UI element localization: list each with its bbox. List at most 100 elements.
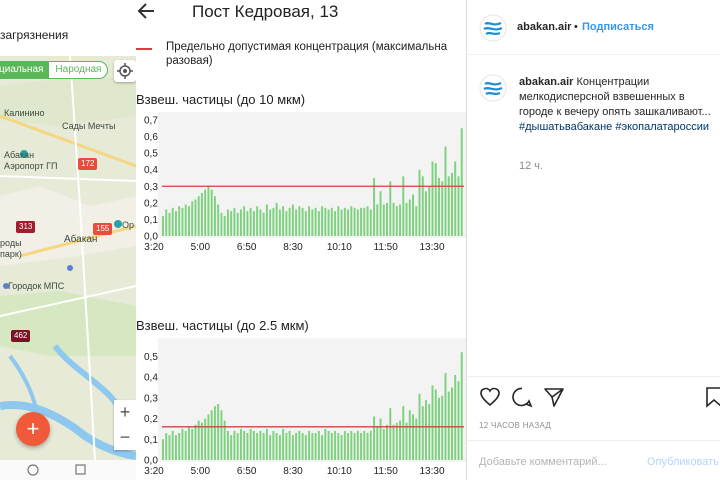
chart-bar — [239, 428, 242, 460]
chart-bar — [252, 211, 255, 236]
chart-bar — [243, 206, 246, 236]
chart-bar — [386, 424, 389, 460]
heart-icon[interactable] — [479, 386, 501, 408]
chart-bar — [304, 435, 307, 460]
follow-button[interactable]: Подписаться — [582, 21, 654, 33]
chart-bar — [204, 189, 207, 236]
chart-bar — [350, 206, 353, 236]
chart-bar — [421, 176, 424, 236]
chart-bar — [223, 216, 226, 236]
chart-bar — [408, 199, 411, 236]
chart-bar — [337, 206, 340, 236]
chart-bar — [353, 207, 356, 236]
public-mode-tab[interactable]: Народная — [55, 64, 102, 75]
chart-bar — [194, 424, 197, 460]
chart-bar — [363, 207, 366, 236]
chart-bar — [252, 430, 255, 460]
chart-bar — [275, 202, 278, 236]
chart-bar — [278, 209, 281, 236]
chart-bar — [386, 202, 389, 236]
chart-bar — [213, 406, 216, 460]
chart-bar — [451, 173, 453, 236]
bookmark-icon[interactable] — [705, 386, 720, 408]
chart-bar — [233, 430, 236, 460]
chart-bar — [178, 433, 181, 460]
comment-input[interactable]: Добавьте комментарий... — [479, 456, 607, 468]
chart-bar — [168, 212, 171, 236]
crosshair-icon[interactable] — [114, 60, 136, 82]
aqi-marker[interactable]: 155 — [93, 223, 113, 235]
chart-bar — [369, 430, 372, 460]
map-panel[interactable]: загрязнения циальная Народная Калинино С… — [0, 0, 136, 480]
chart-bar — [285, 433, 288, 460]
chart-bar — [347, 209, 350, 236]
chart-bar — [337, 433, 340, 460]
aqi-marker[interactable]: 313 — [16, 221, 36, 233]
chart-bar — [272, 207, 275, 236]
chart-bar — [402, 406, 405, 460]
chart-bar — [447, 176, 450, 236]
chart-bar — [282, 206, 285, 236]
official-mode-tab[interactable]: циальная — [0, 62, 50, 78]
chart-bar — [308, 430, 311, 460]
chart-bar — [207, 414, 210, 460]
chart-bar — [187, 426, 190, 460]
comment-icon[interactable] — [511, 386, 533, 408]
place-op: Ор — [122, 220, 135, 230]
chart-bar — [204, 418, 207, 460]
caption-username[interactable]: abakan.air — [519, 76, 574, 88]
chart-bar — [321, 435, 324, 460]
chart-bar — [220, 212, 223, 236]
aqi-marker[interactable]: 462 — [11, 330, 31, 342]
x-tick-label: 5:00 — [191, 242, 211, 253]
header-username[interactable]: abakan.air — [517, 21, 572, 33]
chart-bar — [382, 428, 385, 460]
chart-bar — [438, 178, 440, 236]
chart-bar — [350, 430, 353, 460]
chart-bar — [460, 352, 463, 460]
chart-bar — [291, 435, 294, 460]
avatar[interactable] — [479, 74, 507, 102]
chart-bar — [311, 433, 314, 460]
arrow-left-icon[interactable] — [136, 0, 158, 22]
x-tick-label: 6:50 — [237, 466, 257, 477]
share-icon[interactable] — [543, 386, 565, 408]
chart-bar — [356, 430, 359, 460]
x-tick-label: 8:30 — [283, 466, 303, 477]
chart-bar — [363, 430, 366, 460]
y-tick-label: 0,3 — [144, 182, 158, 193]
chart-bar — [278, 435, 281, 460]
publish-button[interactable]: Опубликовать — [647, 456, 719, 468]
y-tick-label: 0,5 — [144, 149, 158, 160]
chart-bar — [356, 209, 359, 236]
chart-bar — [236, 212, 239, 236]
caption-hashtags[interactable]: #дышатьвабакане #экопалатароссии — [519, 121, 710, 133]
chart-bar — [184, 204, 187, 236]
circle-icon[interactable] — [27, 464, 39, 476]
chart-bar — [165, 209, 168, 236]
chart-bar — [314, 207, 317, 236]
avatar[interactable] — [479, 14, 507, 42]
square-icon[interactable] — [75, 464, 86, 475]
y-tick-label: 0,4 — [144, 373, 158, 384]
chart-bar — [285, 211, 288, 236]
chart-bar — [197, 420, 200, 460]
aqi-marker[interactable]: 172 — [78, 158, 98, 170]
chart-bar — [210, 410, 213, 460]
chart-bar — [256, 433, 259, 460]
minus-icon[interactable]: − — [119, 427, 131, 447]
mode-toggle[interactable]: циальная Народная — [0, 61, 109, 79]
chart-bar — [441, 181, 444, 236]
chart-bar — [382, 204, 385, 236]
chart-bar — [421, 406, 424, 460]
place-sady-mechty: Сады Мечты — [62, 121, 116, 131]
add-button[interactable]: + — [16, 412, 50, 446]
post-caption: abakan.air Концентрации мелкодисперсной … — [519, 75, 715, 135]
chart-bar — [233, 207, 236, 236]
chart-bar — [162, 216, 164, 236]
place-kalinino: Калинино — [4, 108, 45, 118]
map-canvas[interactable] — [0, 56, 136, 460]
chart-bar — [392, 202, 395, 236]
plus-icon[interactable]: + — [119, 402, 131, 422]
chart-bar — [311, 209, 314, 236]
